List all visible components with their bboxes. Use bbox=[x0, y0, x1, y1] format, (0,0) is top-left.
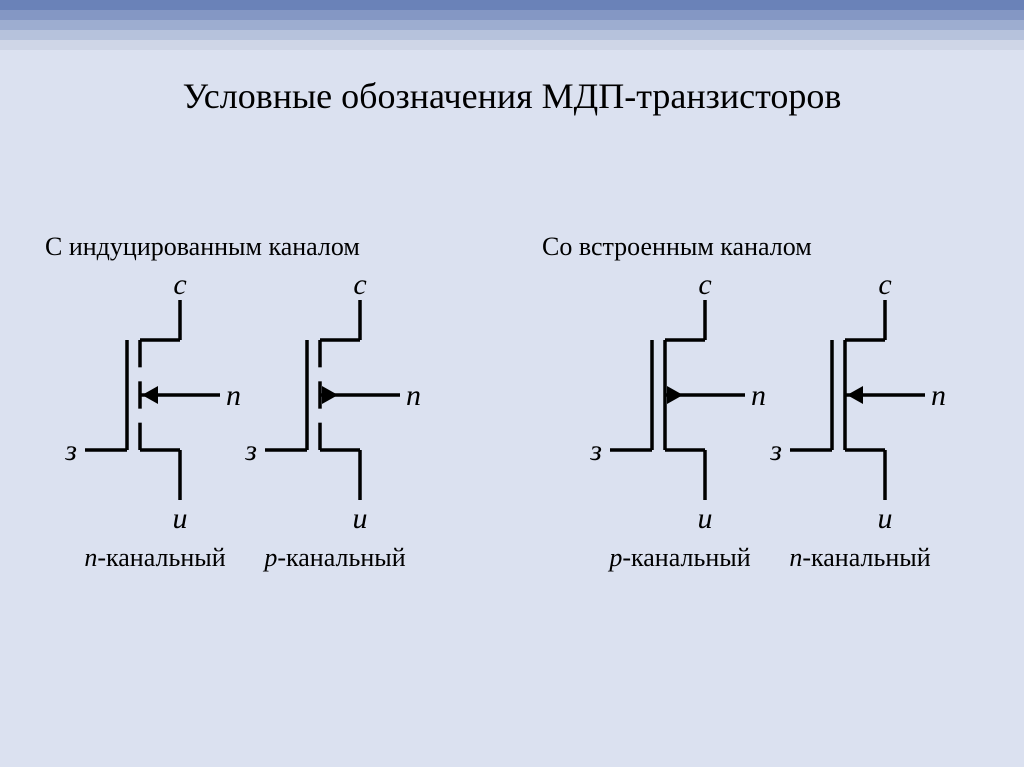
svg-text:п: п bbox=[751, 379, 766, 412]
svg-text:п: п bbox=[931, 379, 946, 412]
svg-text:с: с bbox=[878, 275, 891, 301]
svg-text:с: с bbox=[353, 275, 366, 301]
header-bands bbox=[0, 0, 1024, 50]
transistor-caption: p-канальный bbox=[609, 543, 750, 573]
group-induced: сизпn-канальныйсизпp-канальный bbox=[65, 275, 425, 573]
svg-text:з: з bbox=[245, 434, 257, 467]
transistor-symbol-icon: с и з п bbox=[590, 275, 770, 535]
transistor-induced-n: с и з п n-канальный bbox=[65, 275, 245, 573]
transistor-builtin-n: с и з п n-канальный bbox=[770, 275, 950, 573]
slide-title: Условные обозначения МДП-транзисторов bbox=[0, 75, 1024, 117]
transistor-symbol-icon: с и з п bbox=[65, 275, 245, 535]
svg-text:з: з bbox=[770, 434, 782, 467]
svg-text:с: с bbox=[698, 275, 711, 301]
transistor-induced-p: с и з п p-канальный bbox=[245, 275, 425, 573]
svg-text:с: с bbox=[173, 275, 186, 301]
subtitles-row: С индуцированным каналом Со встроенным к… bbox=[0, 232, 1024, 262]
svg-text:и: и bbox=[173, 502, 188, 535]
transistor-caption: n-канальный bbox=[84, 543, 225, 573]
svg-text:п: п bbox=[226, 379, 241, 412]
subtitle-induced: С индуцированным каналом bbox=[0, 232, 512, 262]
transistor-symbol-icon: с и з п bbox=[770, 275, 950, 535]
svg-text:п: п bbox=[406, 379, 421, 412]
figure-row: сизпn-канальныйсизпp-канальный сизпp-кан… bbox=[0, 275, 1024, 573]
svg-text:з: з bbox=[590, 434, 602, 467]
slide: Условные обозначения МДП-транзисторов С … bbox=[0, 0, 1024, 767]
svg-text:з: з bbox=[65, 434, 77, 467]
svg-text:и: и bbox=[353, 502, 368, 535]
svg-text:и: и bbox=[698, 502, 713, 535]
svg-text:и: и bbox=[878, 502, 893, 535]
subtitle-builtin: Со встроенным каналом bbox=[512, 232, 1024, 262]
group-builtin: сизпp-канальныйсизпn-канальный bbox=[590, 275, 950, 573]
transistor-symbol-icon: с и з п bbox=[245, 275, 425, 535]
transistor-builtin-p: с и з п p-канальный bbox=[590, 275, 770, 573]
transistor-caption: p-канальный bbox=[264, 543, 405, 573]
transistor-caption: n-канальный bbox=[789, 543, 930, 573]
